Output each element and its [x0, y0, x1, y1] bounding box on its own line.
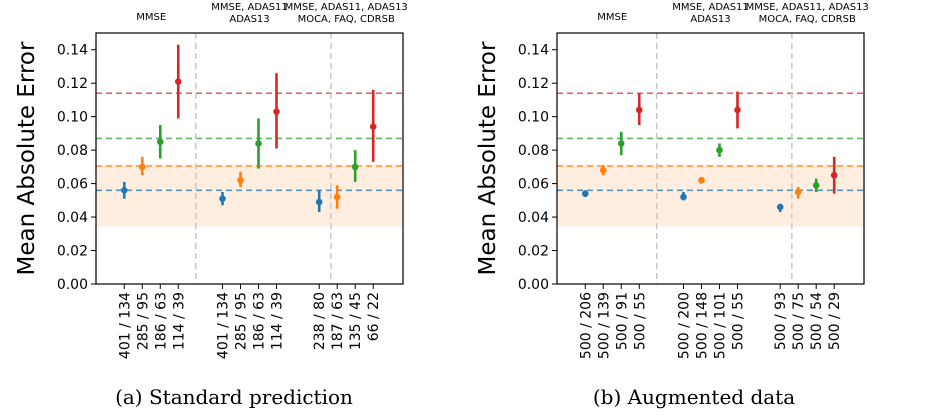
x-tick-label: 500 / 54 — [809, 292, 825, 350]
group-header: MMSE, ADAS11, ADAS13 — [746, 2, 869, 13]
y-tick-label: 0.10 — [57, 110, 88, 126]
data-point — [680, 193, 687, 201]
x-tick-label: 238 / 80 — [312, 292, 328, 350]
x-tick-label: 500 / 55 — [632, 292, 648, 350]
data-point — [174, 78, 182, 85]
data-point — [315, 198, 323, 206]
x-tick-label: 500 / 29 — [827, 292, 843, 350]
panel-caption: (b) Augmented data — [593, 385, 795, 409]
reference-band — [557, 164, 864, 227]
x-tick-label: 186 / 63 — [153, 292, 169, 350]
data-point — [333, 193, 341, 201]
x-tick-label: 186 / 63 — [252, 292, 268, 350]
x-tick-label: 500 / 200 — [677, 292, 693, 359]
x-tick-label: 285 / 95 — [234, 292, 250, 350]
panel-caption: (a) Standard prediction — [115, 385, 353, 409]
group-header: MMSE, ADAS11, ADAS13 — [285, 2, 408, 13]
data-point — [237, 176, 244, 184]
x-tick-label: 500 / 75 — [791, 292, 807, 350]
group-header: ADAS13 — [229, 14, 269, 25]
y-tick-label: 0.12 — [57, 76, 88, 92]
x-tick-label: 187 / 63 — [330, 292, 346, 350]
group-header: ADAS13 — [690, 14, 730, 25]
y-tick-label: 0.08 — [57, 143, 88, 159]
data-point — [635, 106, 643, 114]
y-tick-label: 0.02 — [518, 244, 549, 260]
data-point — [219, 195, 226, 202]
data-point — [369, 123, 377, 131]
data-point — [599, 166, 607, 174]
reference-band — [96, 164, 403, 227]
x-tick-label: 500 / 55 — [731, 292, 747, 350]
x-tick-label: 285 / 95 — [135, 292, 151, 350]
data-point — [351, 163, 359, 171]
group-header: MMSE, ADAS11 — [672, 2, 749, 13]
x-tick-label: 500 / 139 — [596, 292, 612, 359]
y-tick-label: 0.14 — [518, 43, 549, 59]
x-tick-label: 401 / 134 — [216, 292, 232, 359]
data-point — [138, 163, 146, 171]
y-axis-label: Mean Absolute Error — [14, 41, 40, 275]
x-tick-label: 401 / 134 — [117, 292, 133, 359]
x-tick-label: 500 / 101 — [713, 292, 729, 359]
data-point — [812, 181, 820, 189]
y-tick-label: 0.04 — [57, 210, 88, 226]
x-tick-label: 500 / 91 — [614, 292, 630, 350]
data-point — [830, 171, 838, 179]
y-tick-label: 0.14 — [57, 43, 88, 59]
data-point — [716, 146, 723, 154]
data-point — [255, 140, 262, 147]
data-point — [734, 106, 741, 114]
x-tick-label: 114 / 39 — [270, 292, 286, 350]
y-tick-label: 0.08 — [518, 143, 549, 159]
group-header: MMSE — [136, 12, 166, 23]
y-tick-label: 0.02 — [57, 244, 88, 260]
data-point — [273, 108, 280, 115]
x-tick-label: 135 / 45 — [348, 292, 364, 350]
data-point — [120, 186, 128, 194]
y-tick-label: 0.10 — [518, 110, 549, 126]
data-point — [776, 203, 784, 211]
x-tick-label: 66 / 22 — [366, 292, 382, 341]
data-point — [156, 138, 164, 146]
y-tick-label: 0.00 — [518, 277, 549, 293]
x-tick-label: 500 / 148 — [695, 292, 711, 359]
y-tick-label: 0.06 — [57, 177, 88, 193]
x-tick-label: 114 / 39 — [171, 292, 187, 350]
x-tick-label: 500 / 93 — [773, 292, 789, 350]
plot-frame — [556, 32, 865, 285]
group-header: MOCA, FAQ, CDRSB — [759, 14, 856, 25]
data-point — [698, 176, 705, 184]
y-axis-label: Mean Absolute Error — [475, 41, 501, 275]
group-header: MMSE, ADAS11 — [211, 2, 288, 13]
plot-frame — [95, 32, 404, 285]
group-header: MOCA, FAQ, CDRSB — [298, 14, 395, 25]
group-header: MMSE — [597, 12, 627, 23]
data-point — [581, 190, 589, 197]
y-tick-label: 0.06 — [518, 177, 549, 193]
y-tick-label: 0.04 — [518, 210, 549, 226]
y-tick-label: 0.12 — [518, 76, 549, 92]
data-point — [794, 188, 802, 196]
x-tick-label: 500 / 206 — [578, 292, 594, 359]
y-tick-label: 0.00 — [57, 277, 88, 293]
data-point — [617, 140, 625, 147]
